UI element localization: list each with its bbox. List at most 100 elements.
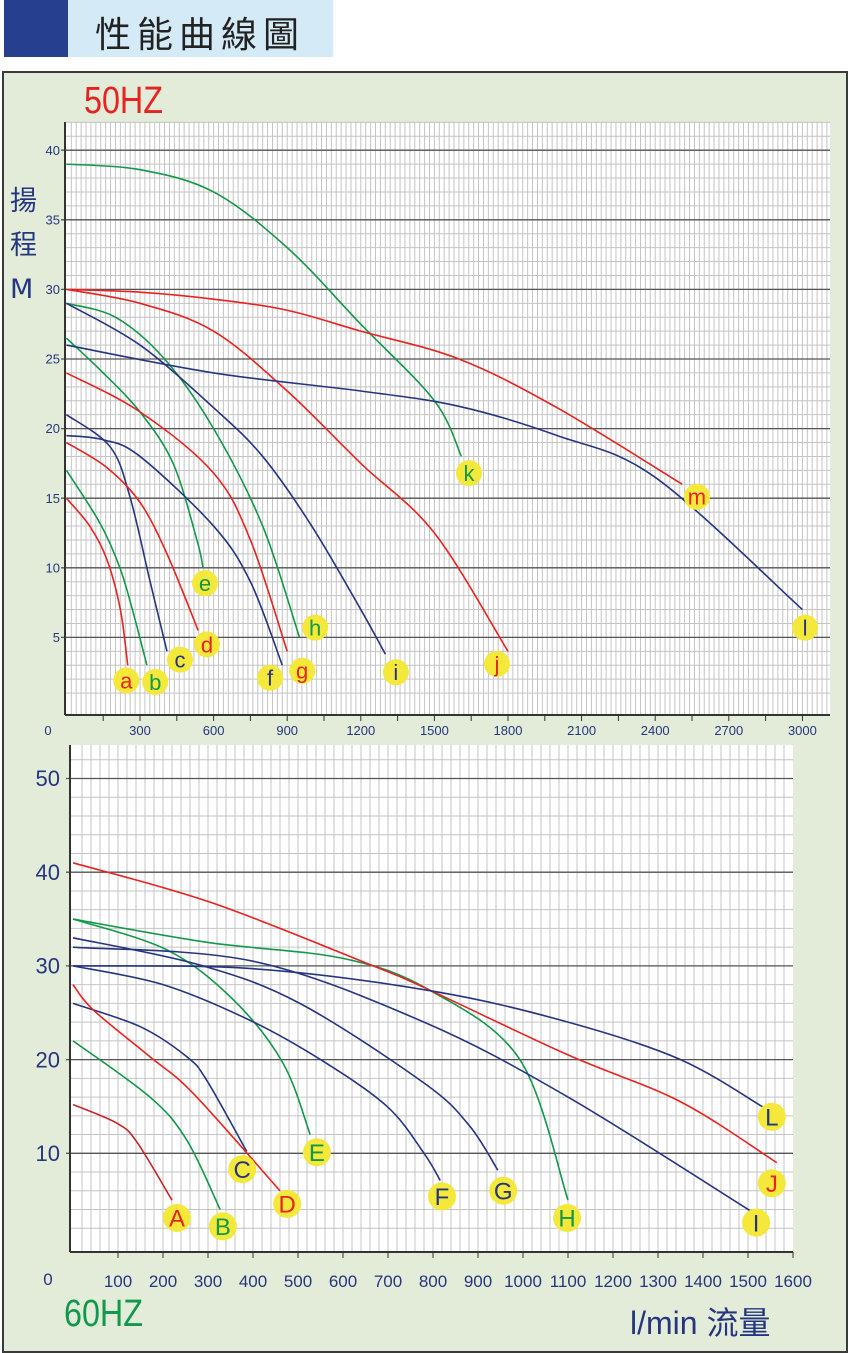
y-tick-label: 30 <box>36 954 60 979</box>
y-tick-label: 10 <box>36 1141 60 1166</box>
curve-label-H: H <box>553 1203 582 1233</box>
y-axis-label: 揚 程 M <box>10 180 37 312</box>
curve-E <box>72 918 311 1135</box>
label-text: I <box>753 1210 760 1237</box>
chart-title-50hz: 50HZ <box>84 80 163 122</box>
curve-label-B: B <box>208 1212 237 1241</box>
origin-label: 0 <box>44 723 51 738</box>
curve-j <box>66 288 509 652</box>
curve-d <box>65 441 199 631</box>
label-text: J <box>766 1171 778 1198</box>
x-tick-label: 1800 <box>494 723 523 738</box>
label-text: C <box>234 1157 251 1184</box>
curve-label-d: d <box>193 631 220 658</box>
label-text: E <box>309 1140 325 1167</box>
y-tick-label: 20 <box>46 421 60 436</box>
label-badge <box>742 1208 771 1237</box>
curve-m <box>66 288 683 485</box>
label-text: j <box>494 652 500 677</box>
label-badge <box>162 1203 191 1232</box>
label-text: f <box>267 666 274 691</box>
origin-label: 0 <box>43 1270 52 1289</box>
x-axis-label: l/min 流量 <box>630 1305 771 1341</box>
x-tick-label: 1500 <box>420 723 449 738</box>
label-text: H <box>558 1206 575 1233</box>
chart-0: 5 10 15 20 25 30 35 40 300 600 900 1200 1500 1800 2100… <box>44 121 830 738</box>
x-tick-label: 1600 <box>774 1272 812 1291</box>
chart-title-60hz: 60HZ <box>64 1293 143 1335</box>
label-badge <box>193 631 220 658</box>
curve-label-L: L <box>757 1102 786 1131</box>
label-text: l <box>803 616 808 641</box>
label-text: c <box>174 648 185 673</box>
x-tick-label: 2400 <box>641 723 670 738</box>
label-badge <box>302 614 329 641</box>
y-tick-label: 40 <box>46 143 60 158</box>
curve-J <box>72 862 778 1164</box>
curve-H <box>72 918 569 1201</box>
y-tick-label: 25 <box>46 352 60 367</box>
label-badge <box>302 1138 331 1167</box>
curve-label-i: i <box>382 659 409 686</box>
label-badge <box>192 570 219 597</box>
label-badge <box>489 1176 518 1205</box>
label-text: D <box>279 1192 296 1219</box>
curve-D <box>72 984 281 1192</box>
y-tick-label: 40 <box>36 860 60 885</box>
curve-label-I: I <box>742 1208 771 1237</box>
label-text: A <box>169 1206 185 1233</box>
y-tick-label: 15 <box>46 491 60 506</box>
curve-label-G: G <box>489 1176 518 1205</box>
curve-c <box>65 414 168 652</box>
label-badge <box>142 668 169 695</box>
x-tick-label: 600 <box>329 1272 357 1291</box>
curve-label-e: e <box>192 570 219 597</box>
label-text: h <box>309 616 321 641</box>
curve-f <box>66 434 284 666</box>
curve-label-c: c <box>166 646 193 673</box>
y-axis-label-char: 程 <box>10 230 37 261</box>
curve-label-C: C <box>228 1155 257 1184</box>
label-text: g <box>296 659 308 684</box>
label-badge <box>273 1189 302 1218</box>
curve-label-j: j <box>483 650 510 677</box>
curve-e <box>65 337 204 568</box>
x-tick-label: 400 <box>239 1272 267 1291</box>
label-text: k <box>463 461 475 486</box>
label-text: B <box>215 1214 231 1241</box>
y-axis-label-char: 揚 <box>10 186 37 217</box>
label-badge <box>208 1212 237 1241</box>
x-tick-label: 1400 <box>684 1272 722 1291</box>
label-text: d <box>201 632 213 657</box>
curve-label-a: a <box>113 667 140 694</box>
curve-l <box>66 344 803 611</box>
curve-g <box>66 372 288 652</box>
x-tick-label: 1200 <box>346 723 375 738</box>
header-band <box>68 0 333 57</box>
chart-1: 10 20 30 40 50 100 200 300 400 500 600 700 800 900 100… <box>36 745 812 1291</box>
label-badge <box>428 1182 456 1211</box>
y-tick-label: 10 <box>46 560 60 575</box>
header-accent-block <box>4 0 68 57</box>
label-badge <box>757 1102 786 1131</box>
x-tick-label: 200 <box>149 1272 177 1291</box>
curve-label-l: l <box>792 614 819 641</box>
label-text: G <box>494 1178 513 1205</box>
x-tick-label: 300 <box>129 723 151 738</box>
curve-label-J: J <box>757 1169 786 1198</box>
curve-label-b: b <box>142 668 169 695</box>
y-tick-label: 5 <box>53 630 60 645</box>
label-text: F <box>435 1184 450 1211</box>
label-badge <box>382 659 409 686</box>
curve-a <box>65 497 129 666</box>
curve-label-D: D <box>273 1189 302 1219</box>
x-tick-label: 600 <box>203 723 225 738</box>
x-tick-label: 100 <box>104 1272 132 1291</box>
page-title: 性能曲線圖 <box>95 15 306 56</box>
curve-L <box>72 965 766 1110</box>
label-badge <box>483 650 510 677</box>
curve-label-m: m <box>683 483 710 510</box>
label-badge <box>683 483 710 510</box>
curve-label-h: h <box>302 614 329 641</box>
